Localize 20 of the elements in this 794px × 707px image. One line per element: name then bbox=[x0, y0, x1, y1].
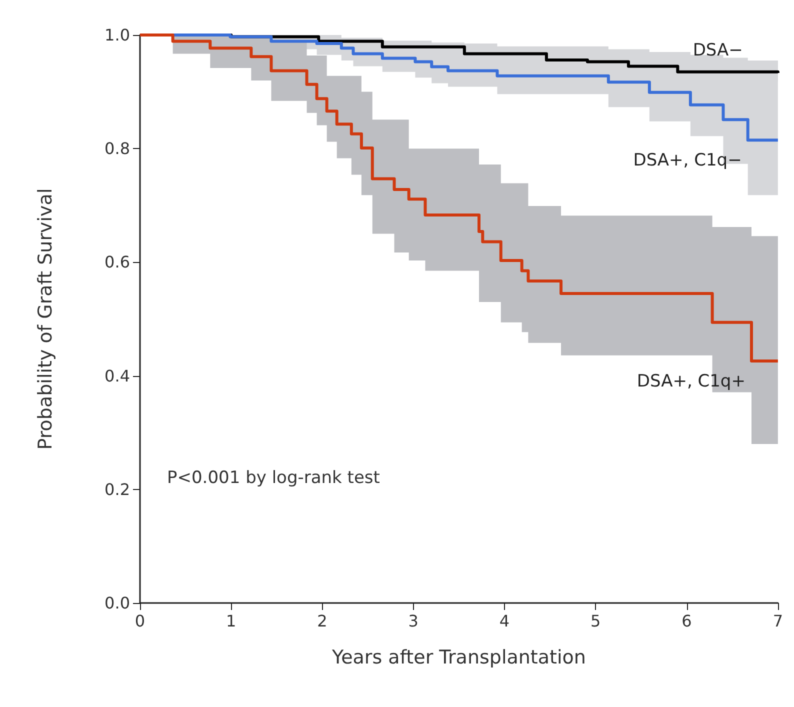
x-tick-label: 1 bbox=[226, 612, 236, 630]
y-tick-label: 0.8 bbox=[104, 139, 130, 158]
x-tick-label: 2 bbox=[317, 612, 328, 630]
y-tick-label: 1.0 bbox=[104, 26, 130, 44]
series-label: DSA+, C1q− bbox=[633, 150, 742, 171]
y-tick-label: 0.2 bbox=[104, 480, 130, 499]
y-tick-label: 0.4 bbox=[104, 366, 130, 386]
x-tick-label: 6 bbox=[682, 612, 692, 630]
x-tick-label: 7 bbox=[772, 612, 784, 630]
series-label: DSA− bbox=[692, 40, 743, 61]
series-label: DSA+, C1q+ bbox=[636, 372, 746, 392]
y-tick-label: 0.0 bbox=[104, 594, 130, 612]
annotation: P<0.001 by log-rank test bbox=[167, 468, 380, 488]
x-tick-label: 4 bbox=[499, 612, 510, 630]
x-tick-label: 0 bbox=[134, 612, 146, 630]
y-tick-label: 0.6 bbox=[104, 252, 130, 272]
x-tick-label: 3 bbox=[408, 612, 418, 630]
x-axis-title: Years after Transplantation bbox=[331, 646, 586, 668]
y-axis-title: Probability of Graft Survival bbox=[34, 188, 56, 450]
x-tick-label: 5 bbox=[590, 612, 601, 630]
